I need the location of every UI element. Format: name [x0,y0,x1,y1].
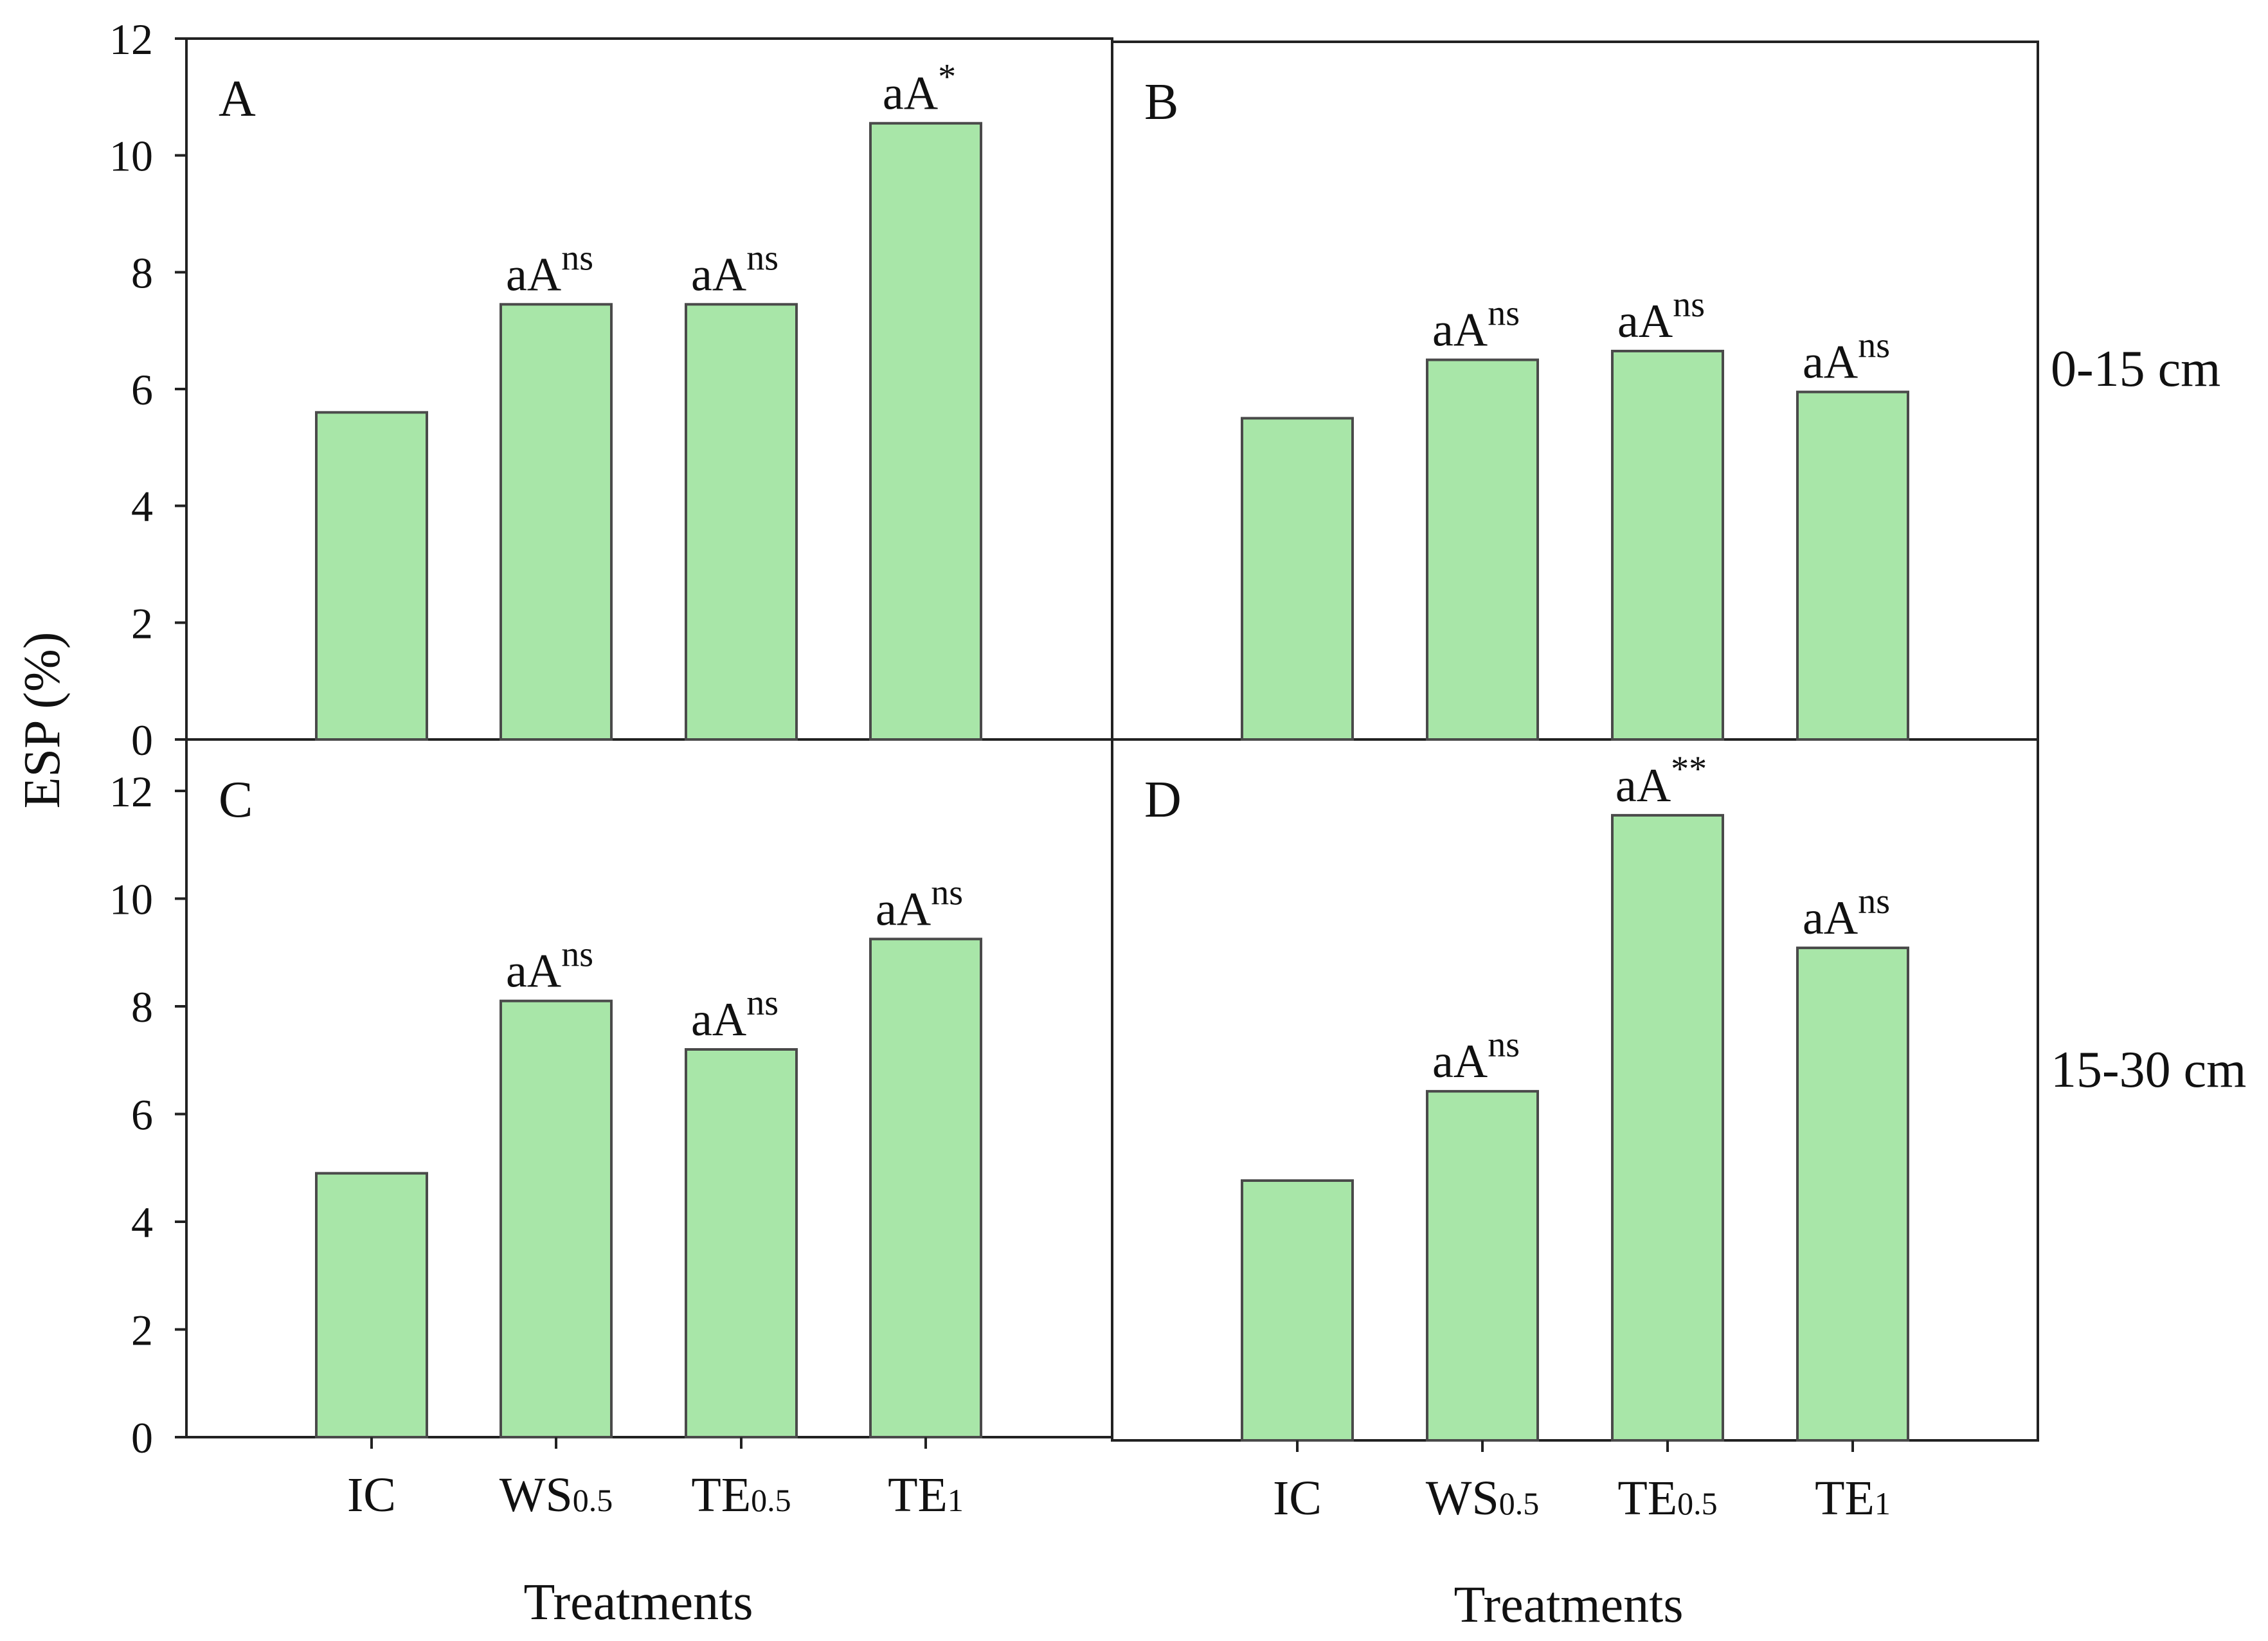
panel-frame-d [1111,738,2039,1442]
y-tick-label: 0 [131,716,153,765]
bar-a-0 [315,411,428,741]
annotation-a-1: aAns [506,238,593,301]
annotation-d-3: aAns [1803,882,1890,945]
panel-frames [185,37,2039,1442]
y-tick-label: 8 [131,983,153,1031]
annotation-c-2: aAns [691,983,779,1046]
annotation-c-1: aAns [506,935,593,998]
annotation-c-3: aAns [876,873,963,936]
y-tick-label: 4 [131,482,153,531]
panel-label-a: A [219,71,256,127]
bar-d-3 [1796,947,1909,1442]
bar-b-1 [1426,358,1539,741]
x-tick-label: TE1 [888,1468,964,1522]
x-axes: IC WS0.5 TE0.5 TE1 IC WS0.5 TE0.5 TE1 [347,1437,1891,1525]
annotation-d-1: aAns [1432,1025,1520,1088]
annotation-a-3: aA* [883,57,956,120]
x-tick-label: TE0.5 [691,1468,791,1522]
x-tick-label: TE1 [1815,1471,1891,1525]
annotation-b-3: aAns [1803,326,1890,389]
x-tick-label: IC [1273,1471,1322,1525]
bar-b-0 [1241,417,1354,741]
x-tick-label: WS0.5 [1426,1471,1540,1525]
x-tick-label: WS0.5 [500,1468,613,1522]
y-tick-label: 0 [131,1413,153,1462]
bar-c-2 [685,1048,798,1438]
panel-label-d: D [1144,772,1182,828]
bar-a-1 [500,303,613,741]
bar-c-3 [869,938,982,1438]
bar-d-2 [1611,813,1724,1442]
bar-b-3 [1796,390,1909,741]
y-tick-label: 6 [131,1091,153,1139]
bar-b-2 [1611,349,1724,741]
y-tick-label: 12 [109,15,153,64]
y-tick-label: 4 [131,1198,153,1247]
bar-a-2 [685,303,798,741]
x-axis-title-right: Treatments [1454,1577,1683,1633]
panel-label-c: C [219,772,253,828]
annotation-b-2: aAns [1617,285,1705,348]
bar-c-1 [500,999,613,1438]
y-tick-label: 2 [131,599,153,648]
bar-d-0 [1241,1179,1354,1442]
bar-c-0 [315,1172,428,1438]
annotation-b-1: aAns [1432,294,1520,357]
y-tick-label: 10 [109,132,153,181]
x-axis-title-left: Treatments [523,1574,753,1631]
annotation-a-2: aAns [691,238,779,301]
depth-label-bottom: 15-30 cm [2051,1042,2246,1098]
x-tick-label: TE0.5 [1617,1471,1717,1525]
annotation-d-2: aA** [1616,749,1707,812]
significance-annotations: aAns aAns aA* aAns aAns aAns aAns aAns aAns aAns a… [506,57,1890,1088]
panel-labels: A B C D [219,71,1182,828]
depth-label-top: 0-15 cm [2051,341,2220,397]
y-tick-label: 8 [131,248,153,297]
bar-a-3 [869,122,982,741]
x-tick-label: IC [347,1468,396,1522]
y-tick-label: 2 [131,1306,153,1355]
y-tick-label: 6 [131,365,153,414]
y-axis-title: ESP (%) [14,632,71,809]
panel-label-b: B [1144,74,1178,131]
y-tick-label: 10 [109,875,153,924]
y-tick-label: 12 [109,767,153,816]
bars [315,122,1909,1442]
bar-d-1 [1426,1090,1539,1442]
